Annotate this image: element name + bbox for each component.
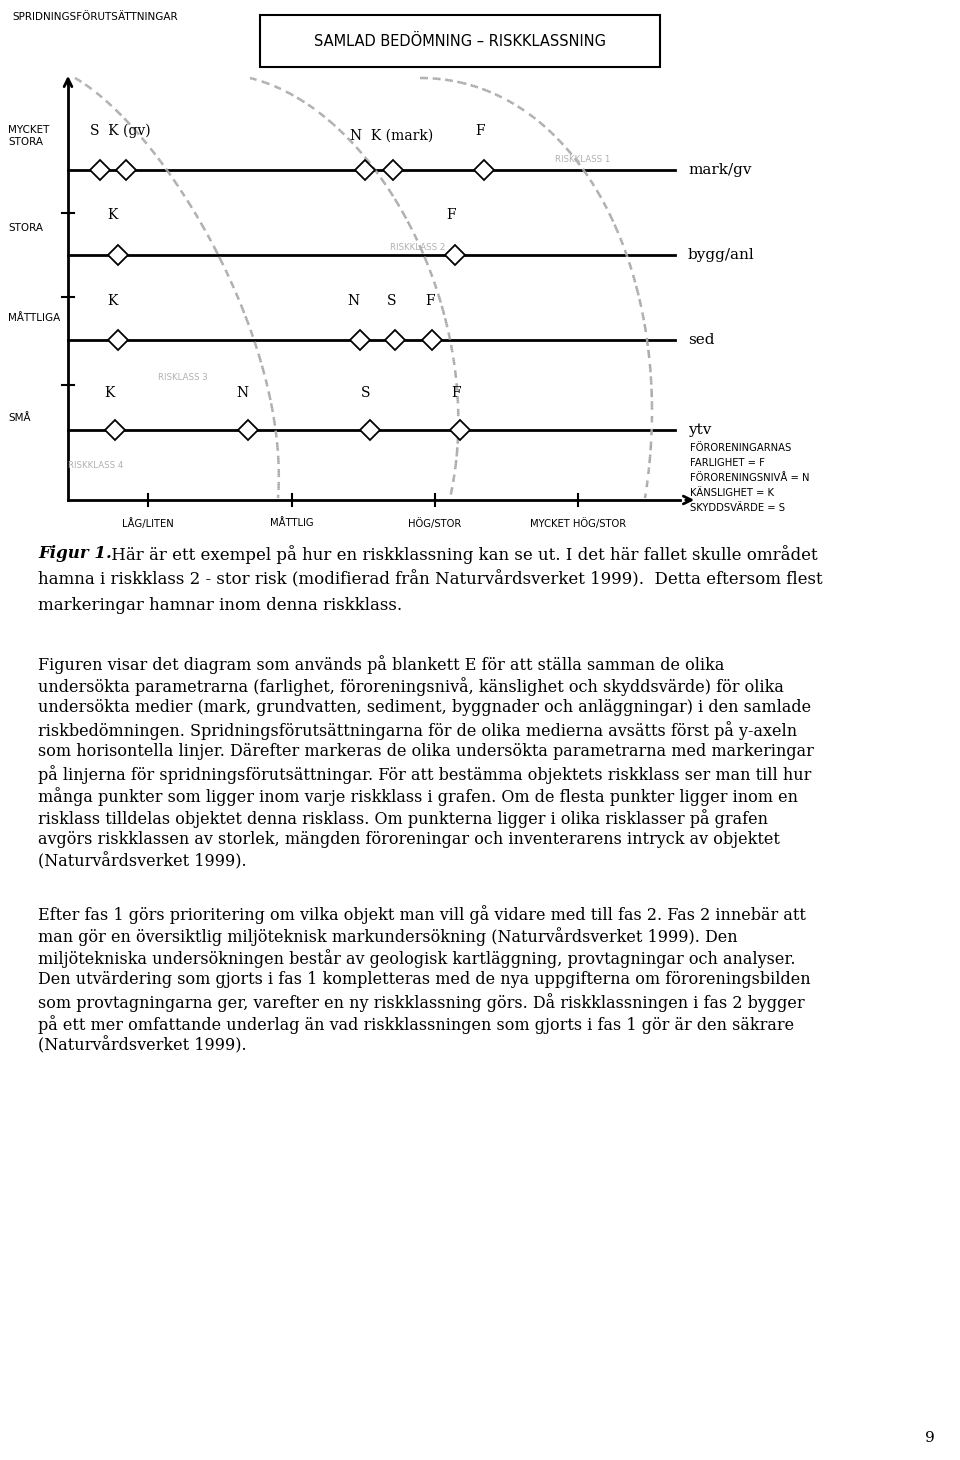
Text: F: F xyxy=(451,385,461,400)
Text: miljötekniska undersökningen består av geologisk kartläggning, provtagningar och: miljötekniska undersökningen består av g… xyxy=(38,949,796,968)
Text: K: K xyxy=(107,293,117,308)
Text: (Naturvårdsverket 1999).: (Naturvårdsverket 1999). xyxy=(38,853,247,870)
Text: 9: 9 xyxy=(925,1431,935,1445)
Text: STORA: STORA xyxy=(8,223,43,234)
Text: F: F xyxy=(425,293,435,308)
Text: S  K (gv): S K (gv) xyxy=(90,124,151,139)
Text: N  K (mark): N K (mark) xyxy=(350,128,433,143)
Text: S: S xyxy=(361,385,371,400)
Text: SMÅ: SMÅ xyxy=(8,413,31,423)
Text: S: S xyxy=(387,293,396,308)
Text: RISKKLASS 2: RISKKLASS 2 xyxy=(390,244,445,253)
Text: SPRIDNINGSFÖRUTSÄTTNINGAR: SPRIDNINGSFÖRUTSÄTTNINGAR xyxy=(12,12,178,22)
Text: RISKKLASS 4: RISKKLASS 4 xyxy=(68,460,124,470)
Text: KÄNSLIGHET = K: KÄNSLIGHET = K xyxy=(690,488,774,498)
Text: N: N xyxy=(347,293,359,308)
Text: hamna i riskklass 2 - stor risk (modifierad från Naturvårdsverket 1999).  Detta : hamna i riskklass 2 - stor risk (modifie… xyxy=(38,571,823,588)
Polygon shape xyxy=(108,330,128,350)
Text: FÖRORENINGSNIVÅ = N: FÖRORENINGSNIVÅ = N xyxy=(690,473,809,483)
Polygon shape xyxy=(105,420,125,439)
Text: Figur 1.: Figur 1. xyxy=(38,545,111,562)
Text: på linjerna för spridningsförutsättningar. För att bestämma objektets riskklass : på linjerna för spridningsförutsättninga… xyxy=(38,765,811,784)
Text: RISKLASS 3: RISKLASS 3 xyxy=(158,374,207,383)
Text: sed: sed xyxy=(688,333,714,347)
Text: HÖG/STOR: HÖG/STOR xyxy=(408,518,462,529)
Polygon shape xyxy=(422,330,442,350)
Text: som provtagningarna ger, varefter en ny riskklassning görs. Då riskklassningen i: som provtagningarna ger, varefter en ny … xyxy=(38,993,804,1012)
Text: MYCKET
STORA: MYCKET STORA xyxy=(8,126,49,147)
Text: N: N xyxy=(236,385,248,400)
Text: undersökta parametrarna (farlighet, föroreningsnivå, känslighet och skyddsvärde): undersökta parametrarna (farlighet, föro… xyxy=(38,677,784,696)
Text: Figuren visar det diagram som används på blankett E för att ställa samman de oli: Figuren visar det diagram som används på… xyxy=(38,656,725,675)
Polygon shape xyxy=(238,420,258,439)
Text: man gör en översiktlig miljöteknisk markundersökning (Naturvårdsverket 1999). De: man gör en översiktlig miljöteknisk mark… xyxy=(38,927,737,946)
Text: FÖRORENINGARNAS: FÖRORENINGARNAS xyxy=(690,442,791,453)
Polygon shape xyxy=(383,161,403,180)
Polygon shape xyxy=(474,161,494,180)
Text: K: K xyxy=(107,207,117,222)
Text: RISKKLASS 1: RISKKLASS 1 xyxy=(555,156,611,165)
Polygon shape xyxy=(355,161,375,180)
Text: SKYDDSVÄRDE = S: SKYDDSVÄRDE = S xyxy=(690,504,785,512)
Text: MÅTTLIG: MÅTTLIG xyxy=(270,518,314,529)
Polygon shape xyxy=(116,161,136,180)
Text: MÅTTLIGA: MÅTTLIGA xyxy=(8,312,60,323)
Text: Den utvärdering som gjorts i fas 1 kompletteras med de nya uppgifterna om förore: Den utvärdering som gjorts i fas 1 kompl… xyxy=(38,971,810,988)
Text: mark/gv: mark/gv xyxy=(688,164,752,177)
Polygon shape xyxy=(360,420,380,439)
Text: bygg/anl: bygg/anl xyxy=(688,248,755,261)
Text: SAMLAD BEDÖMNING – RISKKLASSNING: SAMLAD BEDÖMNING – RISKKLASSNING xyxy=(314,34,606,48)
Text: ytv: ytv xyxy=(688,423,711,437)
Polygon shape xyxy=(450,420,470,439)
Text: Här är ett exempel på hur en riskklassning kan se ut. I det här fallet skulle om: Här är ett exempel på hur en riskklassni… xyxy=(106,545,818,564)
Text: som horisontella linjer. Därefter markeras de olika undersökta parametrarna med : som horisontella linjer. Därefter marker… xyxy=(38,743,814,761)
Text: risklass tilldelas objektet denna risklass. Om punkterna ligger i olika risklass: risklass tilldelas objektet denna riskla… xyxy=(38,809,768,828)
Text: F: F xyxy=(446,207,456,222)
Text: (Naturvårdsverket 1999).: (Naturvårdsverket 1999). xyxy=(38,1037,247,1054)
Polygon shape xyxy=(108,245,128,266)
Text: LÅG/LITEN: LÅG/LITEN xyxy=(122,518,174,529)
Text: markeringar hamnar inom denna riskklass.: markeringar hamnar inom denna riskklass. xyxy=(38,597,402,615)
Text: avgörs riskklassen av storlek, mängden föroreningar och inventerarens intryck av: avgörs riskklassen av storlek, mängden f… xyxy=(38,831,780,848)
Text: MYCKET HÖG/STOR: MYCKET HÖG/STOR xyxy=(530,518,626,529)
Polygon shape xyxy=(445,245,465,266)
FancyBboxPatch shape xyxy=(260,15,660,67)
Text: riskbedömningen. Spridningsförutsättningarna för de olika medierna avsätts först: riskbedömningen. Spridningsförutsättning… xyxy=(38,721,797,740)
Text: undersökta medier (mark, grundvatten, sediment, byggnader och anläggningar) i de: undersökta medier (mark, grundvatten, se… xyxy=(38,699,811,715)
Polygon shape xyxy=(90,161,110,180)
Text: Efter fas 1 görs prioritering om vilka objekt man vill gå vidare med till fas 2.: Efter fas 1 görs prioritering om vilka o… xyxy=(38,905,805,924)
Polygon shape xyxy=(385,330,405,350)
Text: FARLIGHET = F: FARLIGHET = F xyxy=(690,458,765,469)
Text: K: K xyxy=(104,385,114,400)
Text: många punkter som ligger inom varje riskklass i grafen. Om de flesta punkter lig: många punkter som ligger inom varje risk… xyxy=(38,787,798,806)
Text: F: F xyxy=(475,124,485,139)
Polygon shape xyxy=(350,330,370,350)
Text: på ett mer omfattande underlag än vad riskklassningen som gjorts i fas 1 gör är : på ett mer omfattande underlag än vad ri… xyxy=(38,1015,794,1034)
